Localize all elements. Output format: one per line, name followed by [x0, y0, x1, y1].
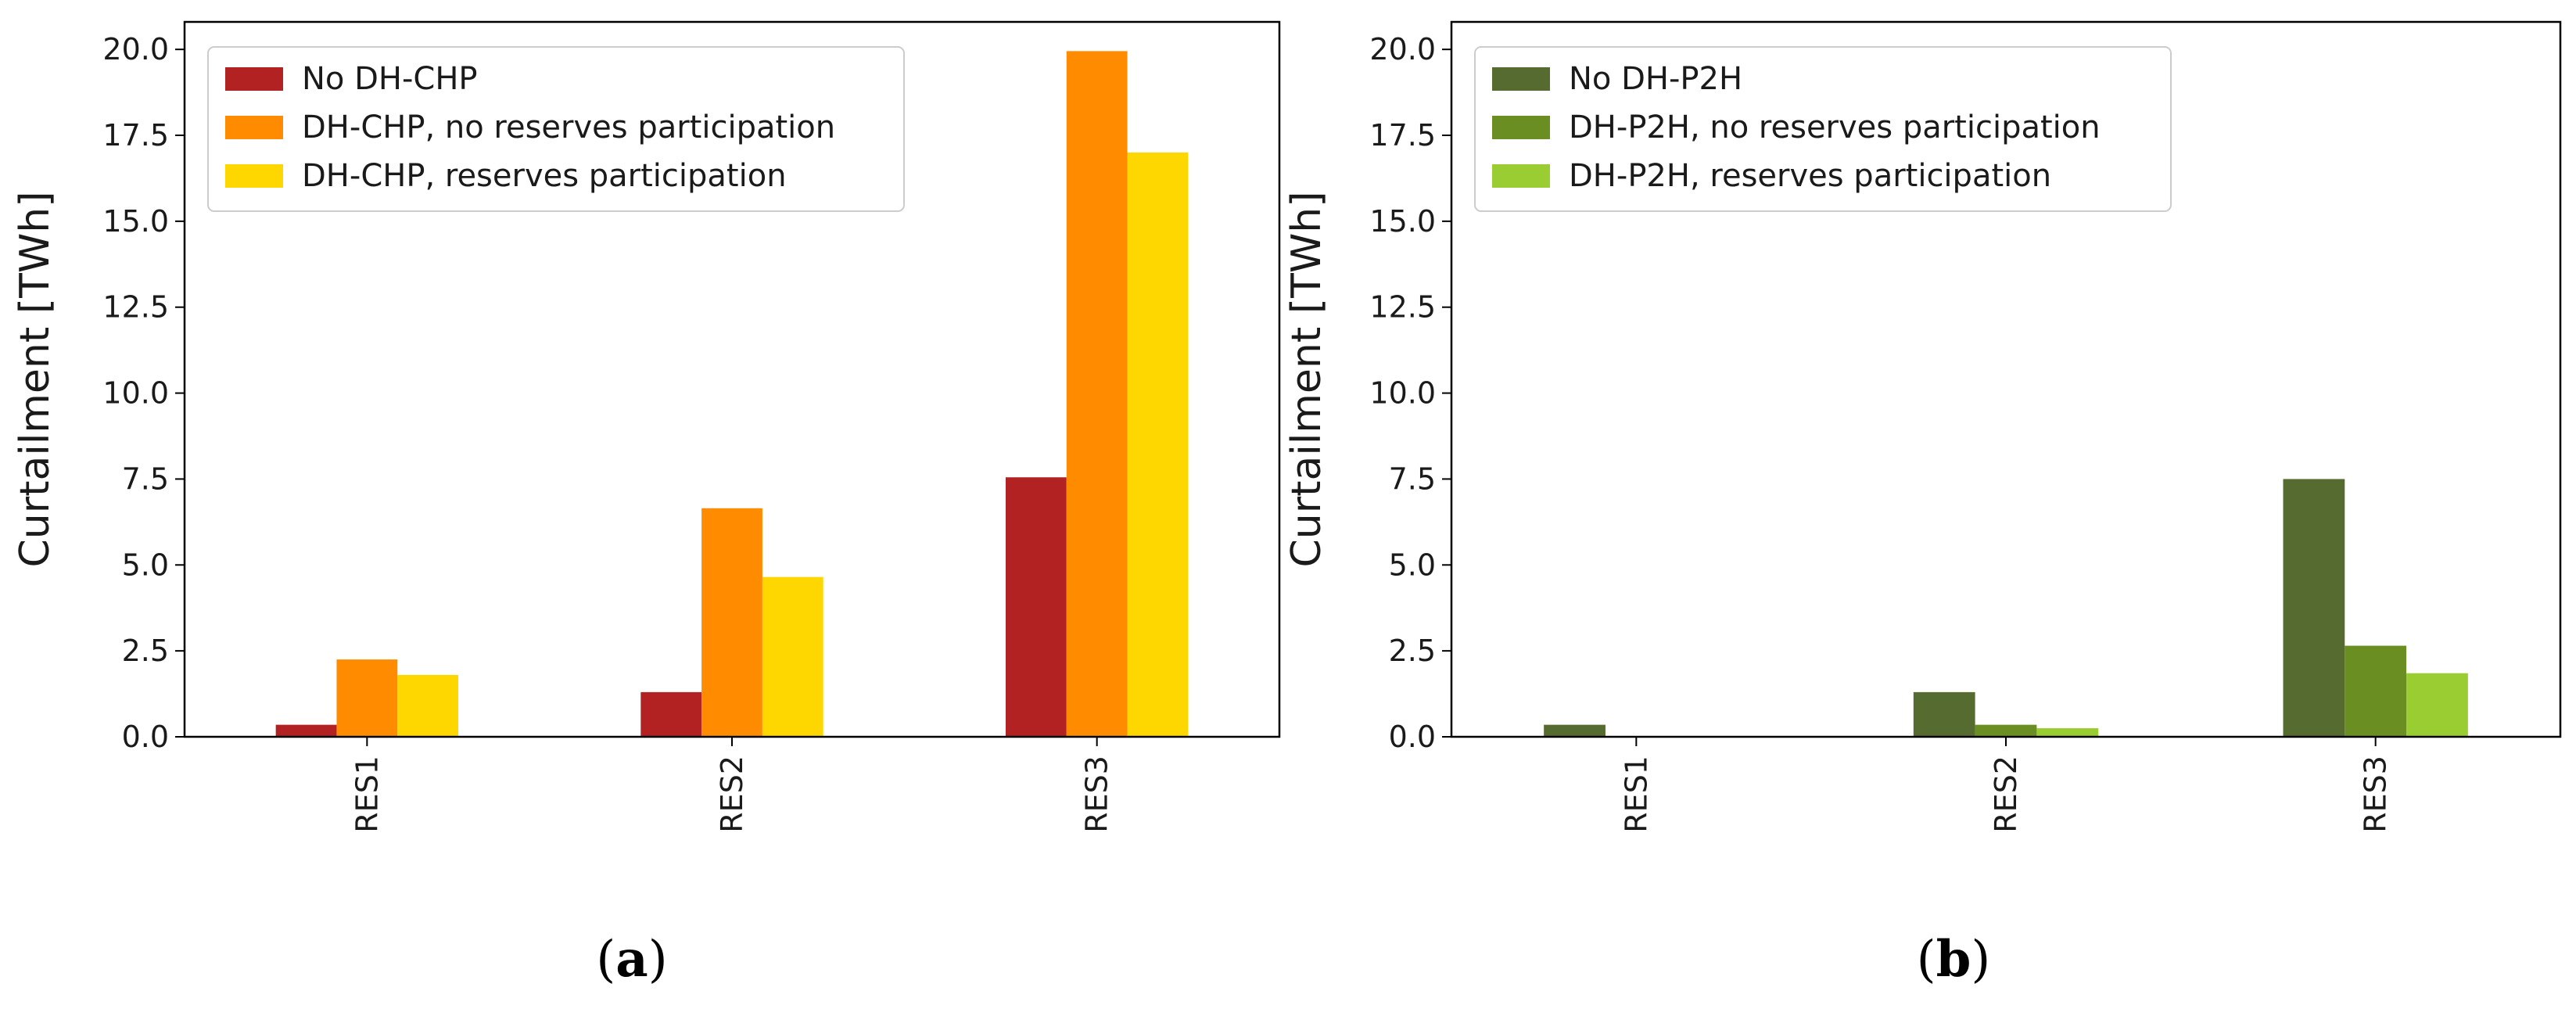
bar-res2-series-2: [701, 508, 762, 737]
y-tick-label: 2.5: [1389, 634, 1436, 668]
caption-close-paren: ): [1971, 931, 1990, 989]
y-tick-label: 20.0: [102, 32, 169, 66]
legend-entry-1: No DH-CHP: [302, 61, 478, 97]
y-tick-label: 7.5: [122, 461, 169, 496]
chart-panel-b: 0.0 2.5 5.0 7.5 10.0 12.5 15.0 17.5 20.0 RES1 RES2…: [1283, 20, 2562, 989]
x-tick-label: RES1: [1619, 756, 1653, 833]
legend-swatch: [225, 67, 283, 91]
y-tick-label: 15.0: [102, 204, 169, 239]
caption-open-paren: (: [596, 931, 615, 989]
y-tick-label: 17.5: [102, 118, 169, 153]
bar-res2-series-3: [762, 576, 823, 737]
plot-frame: [1450, 20, 2562, 738]
bar-res1-series-1: [275, 724, 337, 737]
bar-res3-series-2: [2345, 645, 2407, 737]
y-tick-label: 15.0: [1369, 204, 1436, 239]
legend-swatch: [1492, 67, 1550, 91]
bar-res2-series-2: [1975, 724, 2037, 737]
y-tick-label: 12.5: [1369, 290, 1436, 325]
legend: No DH-CHP DH-CHP, no reserves participati…: [207, 46, 905, 212]
bar-res3-series-3: [2406, 673, 2468, 737]
y-tick-label: 10.0: [1369, 376, 1436, 411]
chart-panel-a: 0.0 2.5 5.0 7.5 10.0 12.5 15.0 17.5 20.0 RES1 RES2…: [12, 20, 1281, 989]
panel-caption: (b): [1917, 930, 1991, 989]
x-tick-label: RES3: [1080, 756, 1114, 833]
x-tick-label: RES1: [350, 756, 384, 833]
legend: No DH-P2H DH-P2H, no reserves participati…: [1474, 46, 2172, 212]
y-tick-label: 10.0: [102, 376, 169, 411]
bar-res2-series-1: [640, 691, 702, 737]
panel-caption: (a): [596, 930, 667, 989]
bar-res1-series-1: [1544, 724, 1606, 737]
bar-res3-series-3: [1127, 152, 1189, 737]
legend-swatch: [1492, 164, 1550, 188]
y-tick-label: 5.0: [122, 548, 169, 582]
bar-res3-series-1: [1006, 477, 1067, 737]
bar-res2-series-3: [2036, 728, 2099, 737]
y-tick-label: 2.5: [122, 634, 169, 668]
bar-res1-series-2: [336, 659, 398, 737]
y-tick-label: 20.0: [1369, 32, 1436, 66]
caption-letter: b: [1936, 930, 1971, 989]
bar-res1-series-3: [397, 674, 458, 737]
legend-box: [1474, 46, 2172, 212]
legend-entry-2: DH-CHP, no reserves participation: [302, 110, 835, 145]
y-tick-label: 0.0: [122, 720, 169, 754]
y-tick-label: 5.0: [1389, 548, 1436, 582]
caption-open-paren: (: [1917, 931, 1936, 989]
caption-letter: a: [615, 930, 648, 989]
x-tick-label: RES2: [715, 756, 749, 833]
y-tick-label: 7.5: [1389, 461, 1436, 496]
caption-close-paren: ): [648, 931, 668, 989]
y-tick-label: 0.0: [1389, 720, 1436, 754]
legend-swatch: [225, 116, 283, 139]
legend-entry-3: DH-CHP, reserves participation: [302, 158, 787, 194]
y-tick-label: 12.5: [102, 290, 169, 325]
legend-entry-1: No DH-P2H: [1569, 61, 1742, 97]
legend-box: [207, 46, 905, 212]
legend-entry-3: DH-P2H, reserves participation: [1569, 158, 2051, 194]
x-tick-label: RES2: [1989, 756, 2023, 833]
legend-swatch: [225, 164, 283, 188]
bar-res2-series-1: [1913, 691, 1975, 737]
legend-entry-2: DH-P2H, no reserves participation: [1569, 110, 2101, 145]
legend-swatch: [1492, 116, 1550, 139]
y-axis-label: Curtailment [TWh]: [1283, 191, 1330, 567]
bar-res3-series-2: [1066, 51, 1128, 738]
y-axis-label: Curtailment [TWh]: [12, 191, 59, 567]
x-tick-label: RES3: [2359, 756, 2393, 833]
bar-res3-series-1: [2283, 479, 2345, 737]
y-tick-label: 17.5: [1369, 118, 1436, 153]
plot-frame: [183, 20, 1281, 738]
